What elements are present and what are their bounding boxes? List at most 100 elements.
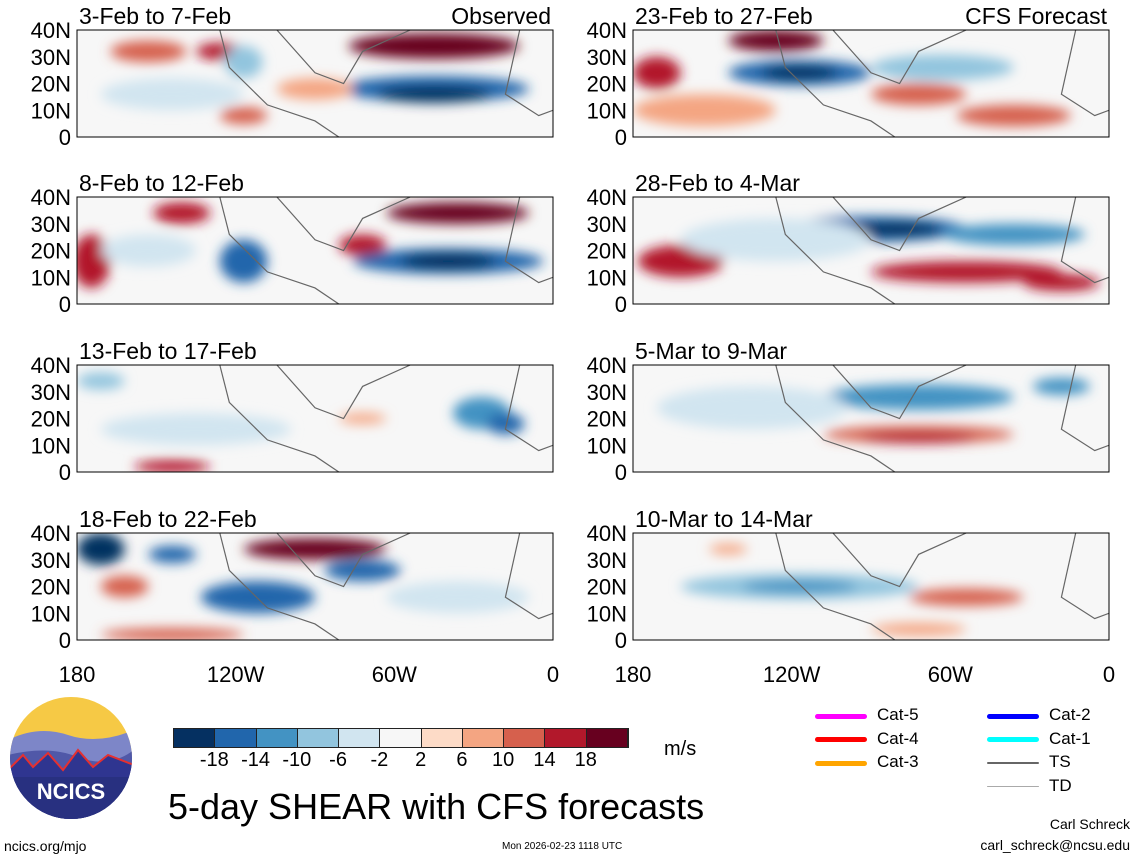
shear-contour [110,40,187,63]
y-tick-label: 10N [31,601,71,626]
panel-label: 10-Mar to 14-Mar [635,506,813,532]
shear-contour [219,107,268,125]
y-tick-label: 40N [31,18,71,43]
x-tick-label: 120W [763,662,821,687]
y-tick-label: 40N [31,353,71,378]
shear-contour [100,78,244,111]
y-tick-label: 40N [587,353,627,378]
colorbar-swatch [174,729,216,747]
y-tick-label: 0 [615,125,627,150]
shear-contour [709,543,748,555]
y-tick-label: 20N [587,239,627,264]
y-tick-label: 40N [587,18,627,43]
y-tick-label: 20N [31,72,71,97]
logo-text: NCICS [37,779,105,804]
colorbar-tick: 14 [533,749,556,771]
shear-contour [871,622,967,636]
y-tick-label: 20N [31,575,71,600]
shear-contour [742,580,857,593]
y-tick-label: 30N [31,212,71,237]
x-tick-label: 0 [1103,662,1115,687]
panel-tag: Observed [451,3,551,29]
panel-label: 13-Feb to 17-Feb [79,338,257,364]
y-tick-label: 30N [587,212,627,237]
legend-label: Cat-3 [877,752,919,771]
shear-contour [942,223,1086,246]
legend-label: TS [1049,752,1071,771]
colorbar-tick: -14 [241,749,270,771]
x-tick-label: 60W [928,662,973,687]
colorbar-swatch [215,729,257,747]
x-tick-label: 180 [59,662,96,687]
panel-label: 5-Mar to 9-Mar [635,338,787,364]
footer-email: carl_schreck@ncsu.edu [980,837,1130,853]
units-label: m/s [664,738,697,760]
shear-contour [219,239,268,283]
coastline [775,30,1109,137]
panel-label: 3-Feb to 7-Feb [79,3,231,29]
shear-contour [243,538,387,560]
y-tick-label: 20N [31,407,71,432]
shear-contour [728,30,824,52]
shear-contour [956,104,1071,127]
shear-contour [761,65,838,81]
colorbar-tick: 10 [492,749,515,771]
legend-label: TD [1049,775,1072,795]
ncics-logo: NCICS [10,697,132,819]
panel-tag: CFS Forecast [965,3,1107,29]
shear-contour [324,559,401,582]
shear-contour [224,46,263,79]
y-tick-label: 10N [587,601,627,626]
x-tick-label: 180 [615,662,652,687]
shear-contour [338,413,387,424]
coastline [219,365,553,472]
y-tick-label: 10N [31,98,71,123]
shear-contour [871,261,1062,283]
y-tick-label: 20N [587,575,627,600]
y-tick-label: 20N [587,72,627,97]
shear-contour [148,545,196,563]
shear-contour [633,94,776,127]
shear-contour [847,221,943,237]
footer-timestamp: Mon 2026-02-23 1118 UTC [502,841,623,852]
legend-line [815,737,867,742]
coastline [775,533,1109,640]
y-tick-label: 0 [59,460,71,485]
colorbar-swatch [504,729,546,747]
shear-contour [861,432,976,444]
legend-line [987,762,1039,764]
shear-contour [656,386,848,430]
x-tick-label: 0 [547,662,559,687]
y-tick-label: 40N [31,521,71,546]
footer-author: Carl Schreck [1049,816,1130,832]
y-tick-label: 30N [31,45,71,70]
shear-contour [909,588,1024,606]
y-tick-label: 10N [31,433,71,458]
shear-contour [386,202,530,224]
colorbar-swatch [545,729,587,747]
coastline [219,197,553,304]
shear-contour [633,56,681,89]
y-tick-label: 10N [587,433,627,458]
y-tick-label: 20N [587,407,627,432]
y-tick-label: 30N [587,380,627,405]
shear-contour [77,533,125,566]
colorbar-tick: -18 [199,749,229,771]
legend-label: Cat-4 [877,728,919,748]
shear-contour [871,54,1014,81]
colorbar [173,728,629,748]
shear-contour [100,234,196,267]
x-tick-label: 120W [207,662,265,687]
legend-line [987,737,1039,742]
y-tick-label: 30N [31,548,71,573]
colorbar-swatch [380,729,422,747]
colorbar-swatch [297,729,340,747]
y-tick-label: 0 [59,628,71,653]
y-tick-label: 0 [59,292,71,317]
shear-contour [680,218,871,262]
shear-contour [100,413,292,446]
y-tick-label: 0 [59,125,71,150]
legend-label: Cat-1 [1049,728,1091,748]
